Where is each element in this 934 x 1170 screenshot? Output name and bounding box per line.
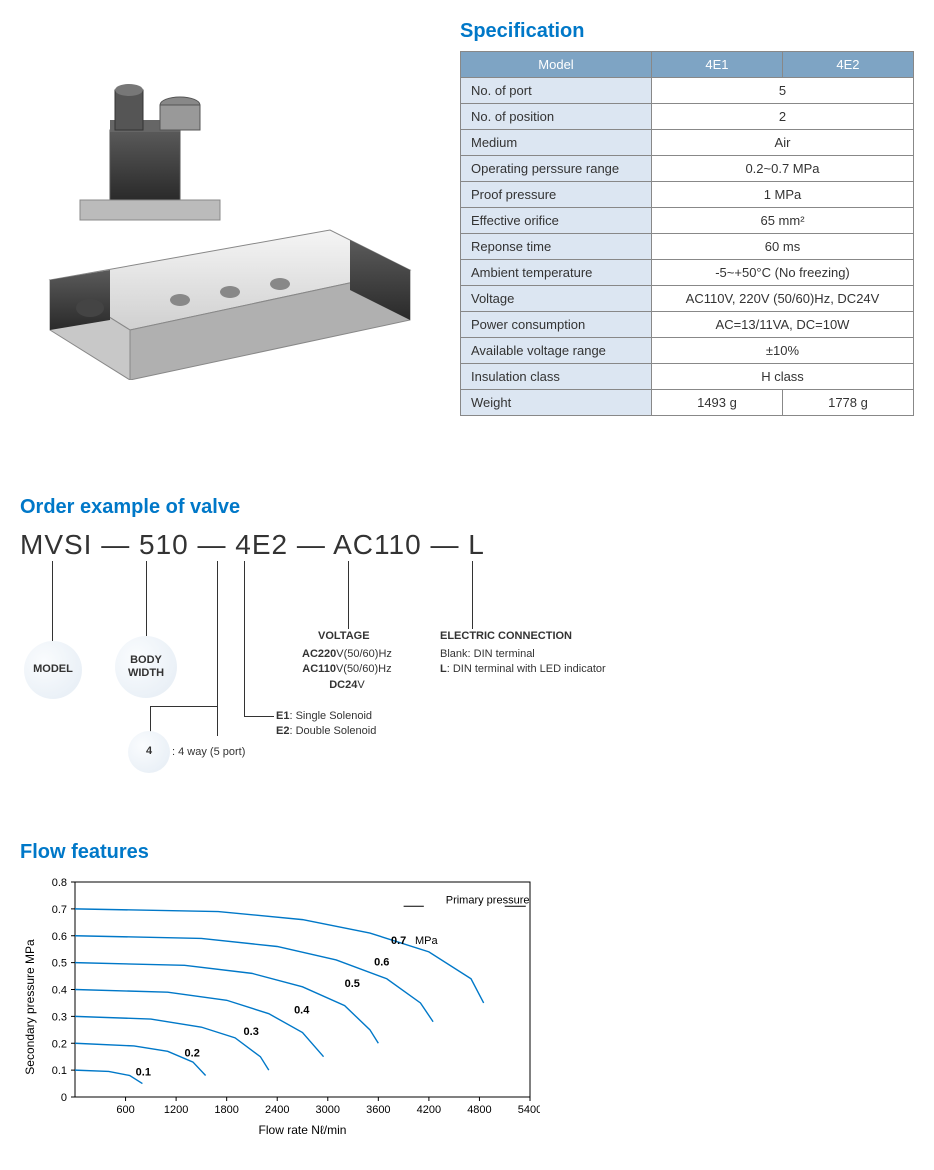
svg-text:0.2: 0.2 — [52, 1038, 67, 1050]
svg-text:1200: 1200 — [164, 1104, 188, 1116]
spec-header-model: Model — [461, 52, 652, 78]
svg-text:0.6: 0.6 — [374, 956, 389, 968]
spec-row-value: ±10% — [652, 338, 914, 364]
order-node-model: MODEL — [24, 641, 82, 699]
order-elec-desc: Blank: DIN terminalL: DIN terminal with … — [440, 647, 606, 678]
spec-row-label: Weight — [461, 390, 652, 416]
svg-text:0.1: 0.1 — [136, 1067, 151, 1079]
order-voltage-label: VOLTAGE — [318, 629, 370, 644]
svg-text:Primary pressure: Primary pressure — [446, 895, 530, 907]
spec-row-label: Proof pressure — [461, 182, 652, 208]
svg-text:0.7: 0.7 — [52, 904, 67, 916]
svg-text:0.5: 0.5 — [345, 978, 360, 990]
spec-row-label: Medium — [461, 130, 652, 156]
spec-row-label: Ambient temperature — [461, 260, 652, 286]
spec-row-value: -5~+50°C (No freezing) — [652, 260, 914, 286]
svg-text:600: 600 — [116, 1104, 134, 1116]
svg-text:0.5: 0.5 — [52, 958, 67, 970]
svg-text:0.4: 0.4 — [294, 1005, 310, 1017]
spec-row-value: 1493 g — [652, 390, 783, 416]
spec-row-label: Available voltage range — [461, 338, 652, 364]
flow-chart: 00.10.20.30.40.50.60.70.8600120018002400… — [20, 872, 540, 1142]
spec-header-col2: 4E2 — [782, 52, 913, 78]
svg-text:1800: 1800 — [214, 1104, 238, 1116]
spec-title: Specification — [460, 20, 914, 43]
flow-title: Flow features — [20, 841, 914, 864]
order-desc-four: : 4 way (5 port) — [172, 745, 245, 760]
svg-text:0.1: 0.1 — [52, 1065, 67, 1077]
svg-text:0.3: 0.3 — [52, 1011, 67, 1023]
svg-text:0.4: 0.4 — [52, 985, 67, 997]
spec-table: Model 4E1 4E2 No. of port5No. of positio… — [460, 51, 914, 416]
svg-text:4800: 4800 — [467, 1104, 491, 1116]
svg-text:Secondary pressure MPa: Secondary pressure MPa — [23, 939, 37, 1075]
order-title: Order example of valve — [20, 496, 914, 519]
order-voltage-desc: AC220V(50/60)HzAC110V(50/60)HzDC24V — [302, 647, 392, 693]
order-desc-e: E1: Single SolenoidE2: Double Solenoid — [276, 709, 376, 740]
spec-row-label: No. of port — [461, 78, 652, 104]
svg-text:2400: 2400 — [265, 1104, 289, 1116]
svg-text:MPa: MPa — [415, 935, 439, 947]
svg-text:0.3: 0.3 — [244, 1026, 259, 1038]
spec-row-value: 1 MPa — [652, 182, 914, 208]
svg-text:5400: 5400 — [518, 1104, 540, 1116]
spec-row-value: 2 — [652, 104, 914, 130]
spec-row-label: Effective orifice — [461, 208, 652, 234]
spec-row-label: Reponse time — [461, 234, 652, 260]
spec-row-label: Power consumption — [461, 312, 652, 338]
svg-text:Flow rate Nℓ/min: Flow rate Nℓ/min — [259, 1123, 347, 1137]
order-node-four: 4 — [128, 731, 170, 773]
spec-row-value: 60 ms — [652, 234, 914, 260]
spec-row-value: 5 — [652, 78, 914, 104]
spec-header-col1: 4E1 — [652, 52, 783, 78]
svg-text:3600: 3600 — [366, 1104, 390, 1116]
svg-text:0.6: 0.6 — [52, 931, 67, 943]
spec-row-label: Insulation class — [461, 364, 652, 390]
spec-row-label: Operating perssure range — [461, 156, 652, 182]
spec-row-value: AC110V, 220V (50/60)Hz, DC24V — [652, 286, 914, 312]
spec-row-value: 1778 g — [782, 390, 913, 416]
spec-row-value: H class — [652, 364, 914, 390]
svg-text:4200: 4200 — [417, 1104, 441, 1116]
order-code: MVSI — 510 — 4E2 — AC110 — L — [20, 529, 914, 561]
spec-row-value: Air — [652, 130, 914, 156]
svg-text:0.7: 0.7 — [391, 935, 406, 947]
product-image — [20, 20, 430, 380]
order-node-body: BODY WIDTH — [115, 636, 177, 698]
spec-row-value: AC=13/11VA, DC=10W — [652, 312, 914, 338]
svg-text:3000: 3000 — [316, 1104, 340, 1116]
spec-row-label: No. of position — [461, 104, 652, 130]
svg-text:0.8: 0.8 — [52, 877, 67, 889]
svg-text:0: 0 — [61, 1092, 67, 1104]
spec-row-label: Voltage — [461, 286, 652, 312]
order-diagram: MODEL BODY WIDTH 4 : 4 way (5 port) E1: … — [20, 561, 914, 781]
svg-text:0.2: 0.2 — [185, 1048, 200, 1060]
order-elec-label: ELECTRIC CONNECTION — [440, 629, 572, 644]
spec-row-value: 65 mm² — [652, 208, 914, 234]
spec-row-value: 0.2~0.7 MPa — [652, 156, 914, 182]
